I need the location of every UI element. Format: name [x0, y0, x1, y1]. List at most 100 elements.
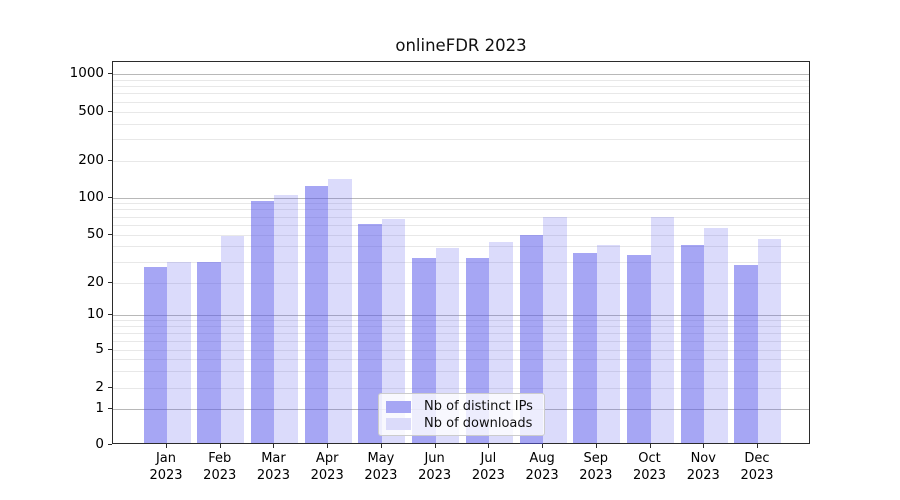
minor-gridline — [113, 209, 809, 211]
minor-gridline — [113, 388, 809, 389]
minor-gridline — [113, 359, 809, 361]
bar-aug-distinct-ips — [519, 234, 544, 444]
major-gridline — [113, 74, 809, 76]
bar-mar-distinct-ips — [250, 201, 275, 444]
minor-gridline — [113, 123, 809, 125]
x-tick-label-mar: Mar 2023 — [256, 450, 290, 483]
minor-gridline — [113, 86, 809, 88]
minor-gridline — [113, 371, 809, 373]
y-tick-mark — [108, 233, 112, 235]
x-tick-mark — [434, 443, 436, 448]
y-tick-mark — [108, 314, 112, 315]
minor-gridline — [113, 340, 809, 342]
minor-gridline — [113, 101, 809, 103]
minor-gridline — [113, 261, 809, 263]
x-tick-label-aug: Aug 2023 — [525, 450, 559, 483]
x-tick-mark — [488, 443, 490, 448]
x-tick-mark — [756, 443, 758, 448]
y-tick-label: 5 — [95, 341, 104, 357]
x-tick-mark — [649, 443, 651, 448]
minor-gridline — [113, 111, 809, 113]
legend-label: Nb of distinct IPs — [424, 399, 533, 414]
x-tick-label-apr: Apr 2023 — [310, 450, 344, 483]
bar-dec-distinct-ips — [734, 265, 758, 444]
y-tick-label: 200 — [78, 152, 104, 168]
bar-sep-distinct-ips — [573, 253, 597, 444]
bar-apr-distinct-ips — [304, 185, 329, 444]
y-tick-label: 1000 — [69, 65, 104, 82]
minor-gridline — [113, 79, 809, 81]
bar-feb-downloads — [220, 235, 245, 444]
bar-sep-downloads — [596, 245, 621, 444]
bar-jan-downloads — [167, 261, 191, 444]
minor-gridline — [113, 93, 809, 95]
legend: Nb of distinct IPs Nb of downloads — [378, 393, 545, 436]
bar-dec-downloads — [757, 238, 782, 444]
y-tick-mark — [108, 387, 112, 388]
y-tick-mark — [108, 282, 112, 283]
y-tick-label: 1 — [95, 400, 104, 416]
x-tick-mark — [595, 443, 597, 448]
x-tick-mark — [219, 443, 221, 448]
bar-jan-distinct-ips — [143, 267, 167, 444]
minor-gridline — [113, 139, 809, 141]
y-tick-mark — [108, 349, 112, 350]
bar-mar-downloads — [274, 194, 298, 444]
x-tick-mark — [273, 443, 275, 448]
x-tick-label-may: May 2023 — [364, 450, 398, 483]
x-tick-label-sep: Sep 2023 — [579, 450, 613, 483]
y-tick-mark — [108, 160, 112, 161]
minor-gridline — [113, 216, 809, 218]
y-tick-label: 0 — [95, 435, 104, 452]
x-tick-mark — [166, 443, 167, 448]
minor-gridline — [113, 224, 809, 226]
minor-gridline — [113, 234, 809, 236]
bar-may-downloads — [381, 218, 406, 444]
y-tick-mark — [108, 408, 112, 409]
x-tick-label-oct: Oct 2023 — [632, 450, 667, 483]
minor-gridline — [113, 283, 809, 284]
legend-item-distinct-ips: Nb of distinct IPs — [386, 399, 536, 414]
y-tick-label: 100 — [78, 188, 104, 205]
y-tick-mark — [108, 443, 112, 445]
minor-gridline — [113, 161, 809, 162]
bar-nov-distinct-ips — [680, 245, 705, 444]
y-tick-label: 50 — [86, 225, 104, 242]
y-tick-label: 500 — [78, 102, 104, 119]
y-tick-label: 20 — [86, 274, 104, 290]
bar-oct-downloads — [650, 216, 675, 444]
x-tick-label-jun: Jun 2023 — [418, 450, 452, 483]
x-tick-mark — [542, 443, 544, 448]
y-tick-label: 2 — [95, 379, 104, 395]
x-tick-label-dec: Dec 2023 — [740, 450, 774, 483]
x-tick-label-jan: Jan 2023 — [149, 450, 183, 483]
x-tick-mark — [703, 443, 705, 448]
y-tick-label: 10 — [86, 306, 104, 322]
minor-gridline — [113, 326, 809, 328]
legend-swatch-downloads-icon — [386, 417, 411, 430]
x-tick-mark — [380, 443, 382, 448]
x-tick-mark — [327, 443, 329, 448]
minor-gridline — [113, 203, 809, 205]
y-tick-mark — [108, 73, 112, 75]
x-tick-label-feb: Feb 2023 — [203, 450, 237, 483]
legend-item-downloads: Nb of downloads — [386, 416, 536, 431]
legend-label: Nb of downloads — [424, 416, 533, 431]
bar-may-distinct-ips — [358, 223, 382, 444]
minor-gridline — [113, 320, 809, 322]
bar-feb-distinct-ips — [197, 261, 221, 444]
bar-oct-distinct-ips — [627, 254, 651, 444]
major-gridline — [113, 315, 809, 316]
y-tick-mark — [108, 196, 112, 198]
x-tick-label-nov: Nov 2023 — [686, 450, 720, 483]
bar-apr-downloads — [328, 178, 352, 444]
plot-area — [112, 61, 810, 444]
bar-aug-downloads — [543, 216, 567, 444]
x-tick-label-jul: Jul 2023 — [471, 450, 505, 483]
major-gridline — [113, 197, 809, 199]
minor-gridline — [113, 246, 809, 248]
chart-title: onlineFDR 2023 — [395, 36, 527, 55]
minor-gridline — [113, 350, 809, 351]
minor-gridline — [113, 333, 809, 334]
